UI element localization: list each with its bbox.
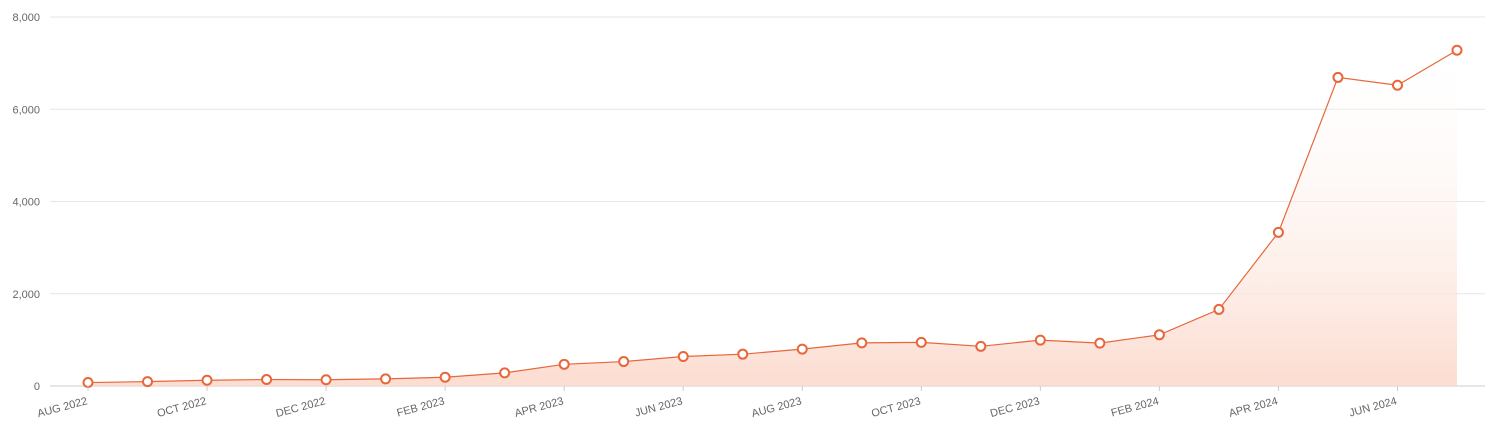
data-point	[1272, 226, 1284, 238]
data-point	[261, 374, 273, 386]
data-point	[439, 371, 451, 383]
x-tick-label: JUN 2024	[1348, 395, 1398, 419]
x-tick-label: FEB 2023	[396, 395, 446, 419]
data-point	[1451, 44, 1463, 56]
y-tick-label: 0	[34, 381, 40, 393]
x-tick-label: APR 2023	[513, 395, 565, 420]
data-point	[1153, 329, 1165, 341]
data-point	[1332, 71, 1344, 83]
data-point	[558, 358, 570, 370]
x-tick-label: JUN 2023	[634, 395, 684, 419]
data-point	[380, 373, 392, 385]
x-tick-label: AUG 2022	[36, 395, 89, 420]
data-point	[320, 374, 332, 386]
data-point	[499, 367, 511, 379]
y-tick-label: 8,000	[12, 12, 40, 24]
y-tick-label: 2,000	[12, 289, 40, 301]
data-point	[915, 336, 927, 348]
data-point	[975, 340, 987, 352]
data-point	[856, 337, 868, 349]
data-point	[1094, 337, 1106, 349]
series-area	[88, 50, 1457, 387]
data-point	[1034, 334, 1046, 346]
data-point	[1213, 303, 1225, 315]
x-tick-label: DEC 2023	[989, 395, 1041, 420]
area-fill	[88, 50, 1457, 387]
x-axis-ticks: AUG 2022 OCT 2022 DEC 2022 FEB 2023 APR 2023…	[36, 386, 1398, 420]
data-point	[201, 374, 213, 386]
data-point	[737, 348, 749, 360]
x-tick-label: DEC 2022	[275, 395, 327, 420]
series-line-path	[87, 49, 1458, 384]
series-line	[87, 49, 1458, 384]
x-tick-label: APR 2024	[1228, 395, 1280, 420]
data-point	[796, 343, 808, 355]
data-point	[677, 350, 689, 362]
y-axis-ticks: 0 2,000 4,000 6,000 8,000	[12, 12, 40, 393]
x-tick-label: OCT 2023	[870, 395, 922, 420]
x-tick-label: FEB 2024	[1110, 395, 1160, 419]
data-point	[1391, 79, 1403, 91]
x-tick-label: AUG 2023	[750, 395, 803, 420]
series-points	[82, 44, 1463, 389]
data-point	[618, 356, 630, 368]
y-tick-label: 4,000	[12, 197, 40, 209]
y-tick-label: 6,000	[12, 104, 40, 116]
data-point	[82, 377, 94, 389]
data-point	[142, 376, 154, 388]
x-tick-label: OCT 2022	[156, 395, 208, 420]
